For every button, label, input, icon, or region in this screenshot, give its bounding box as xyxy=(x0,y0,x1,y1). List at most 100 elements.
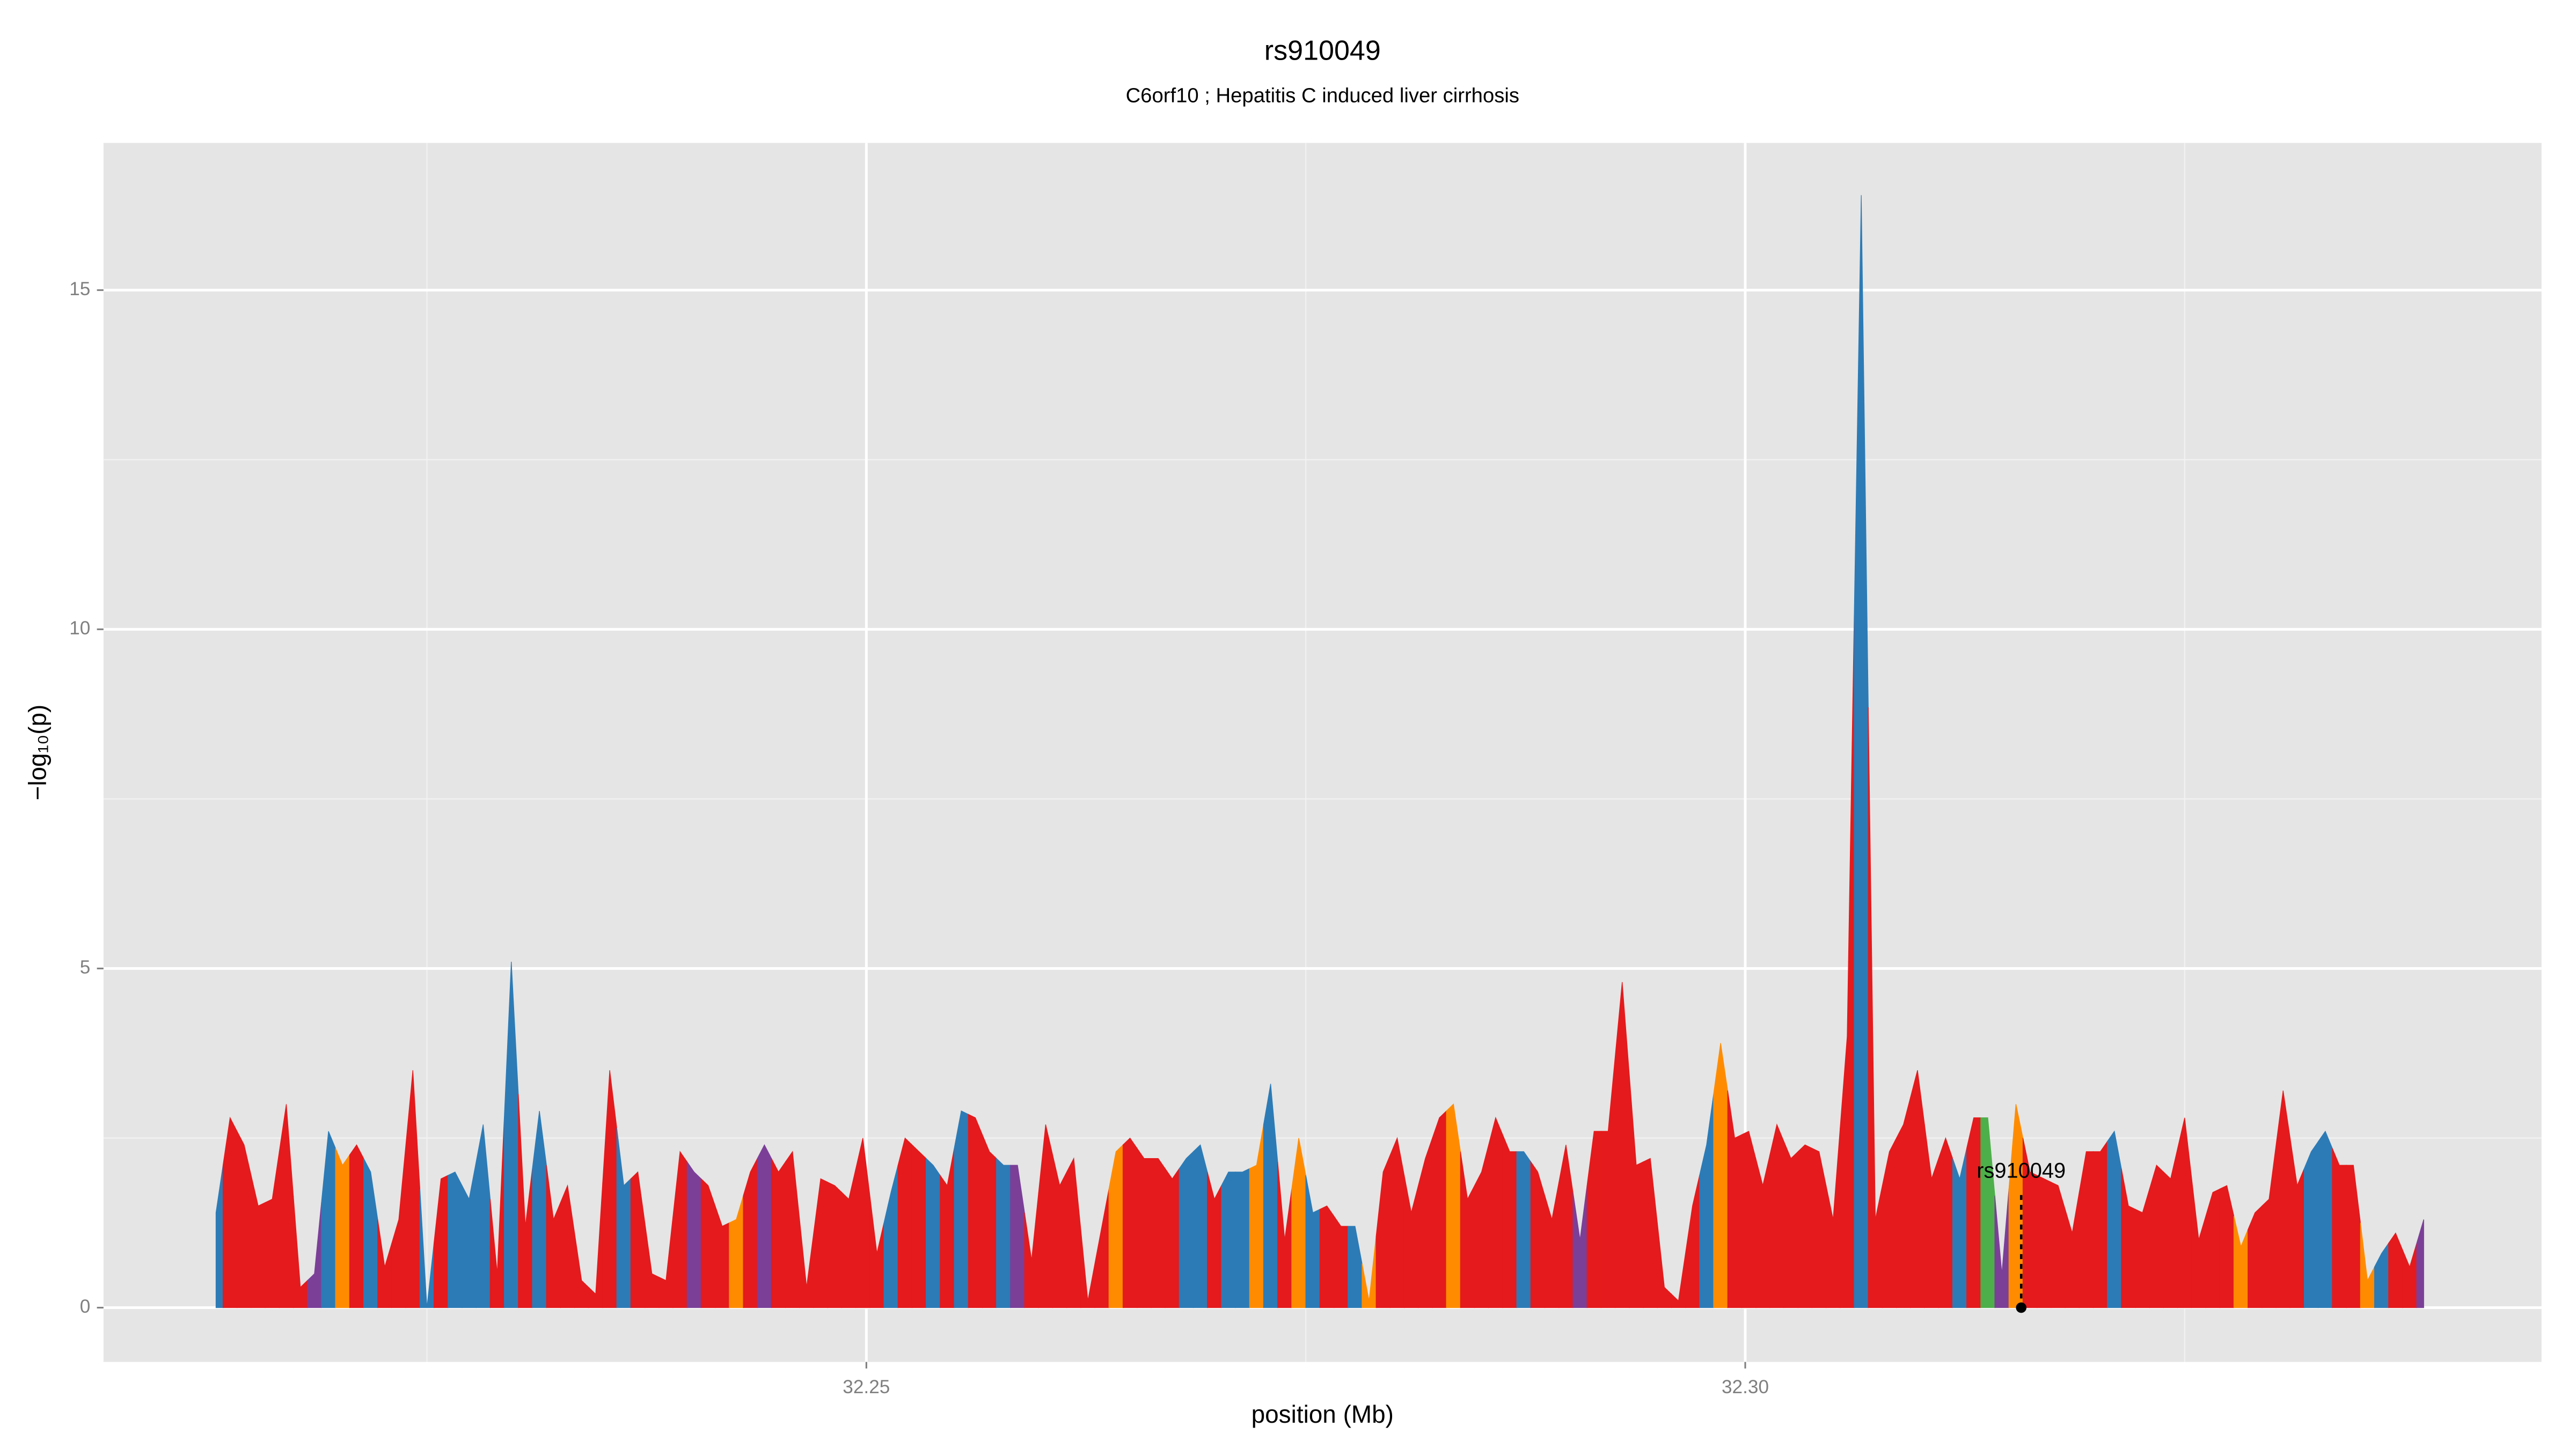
area-segment xyxy=(2149,1165,2164,1308)
area-segment xyxy=(2388,1232,2403,1308)
x-axis-label: position (Mb) xyxy=(1252,1400,1394,1428)
area-segment xyxy=(588,1182,603,1308)
area-segment xyxy=(2121,1168,2136,1308)
area-segment xyxy=(1122,1137,1138,1308)
area-segment xyxy=(757,1144,772,1308)
area-segment xyxy=(1783,1141,1798,1308)
area-segment xyxy=(489,1117,505,1308)
area-segment xyxy=(307,1202,322,1308)
area-segment xyxy=(1868,707,1883,1308)
area-segment xyxy=(321,1131,336,1308)
area-segment xyxy=(940,1148,955,1308)
area-segment xyxy=(1811,1147,1827,1308)
area-segment xyxy=(462,1161,477,1308)
y-tick-label: 5 xyxy=(80,957,91,978)
area-segment xyxy=(1375,1154,1391,1308)
area-segment xyxy=(1094,1189,1109,1308)
area-segment xyxy=(363,1158,378,1308)
area-segment xyxy=(869,1195,884,1308)
area-segment xyxy=(1727,1091,1743,1308)
area-segment xyxy=(2205,1188,2220,1308)
area-segment xyxy=(2346,1165,2361,1308)
area-segment xyxy=(1643,1158,1658,1308)
area-segment xyxy=(1572,1185,1587,1308)
area-segment xyxy=(1263,1084,1278,1308)
area-segment xyxy=(1179,1151,1194,1308)
area-segment xyxy=(645,1223,660,1308)
area-segment xyxy=(1713,1043,1728,1308)
area-segment xyxy=(377,1219,392,1308)
area-segment xyxy=(1966,1117,1981,1308)
y-tick-label: 10 xyxy=(69,618,90,639)
area-segment xyxy=(1488,1116,1503,1308)
area-segment xyxy=(1629,1073,1644,1308)
area-segment xyxy=(827,1181,843,1308)
area-segment xyxy=(1319,1205,1335,1308)
annotation-point xyxy=(2016,1302,2027,1313)
area-segment xyxy=(1896,1097,1911,1308)
area-segment xyxy=(1221,1172,1236,1308)
area-segment xyxy=(1418,1138,1433,1308)
area-segment xyxy=(1207,1172,1222,1308)
area-segment xyxy=(532,1110,547,1308)
area-segment xyxy=(1741,1131,1757,1308)
area-segment xyxy=(2360,1223,2375,1308)
area-segment xyxy=(1657,1223,1672,1308)
area-segment xyxy=(841,1168,857,1308)
area-segment xyxy=(2022,1138,2038,1308)
area-segment xyxy=(968,1114,983,1308)
area-segment xyxy=(1952,1148,1967,1308)
area-segment xyxy=(2416,1219,2424,1308)
area-segment xyxy=(1277,1161,1292,1308)
area-segment xyxy=(1151,1158,1166,1308)
area-segment xyxy=(2303,1140,2319,1308)
area-segment xyxy=(434,1175,449,1308)
area-segment xyxy=(1502,1135,1517,1308)
area-segment xyxy=(2177,1117,2192,1308)
area-segment xyxy=(616,1128,632,1308)
area-segment xyxy=(292,1196,308,1308)
area-segment xyxy=(2275,1091,2290,1308)
area-segment xyxy=(1769,1123,1784,1308)
chart-subtitle: C6orf10 ; Hepatitis C induced liver cirr… xyxy=(1126,84,1519,107)
area-segment xyxy=(2262,1145,2277,1308)
x-tick-label: 32.25 xyxy=(843,1377,890,1397)
area-segment xyxy=(1305,1175,1320,1308)
area-segment xyxy=(2065,1192,2080,1308)
area-segment xyxy=(1854,195,1869,1308)
area-segment xyxy=(1938,1137,1953,1308)
area-segment xyxy=(686,1160,702,1308)
area-segment xyxy=(982,1135,997,1308)
area-segment xyxy=(1600,1056,1616,1308)
area-segment xyxy=(1432,1110,1447,1308)
area-segment xyxy=(560,1184,575,1308)
area-segment xyxy=(2289,1138,2305,1308)
area-segment xyxy=(897,1137,913,1308)
area-segment xyxy=(1516,1151,1532,1308)
area-segment xyxy=(1052,1155,1067,1308)
area-segment xyxy=(1235,1168,1250,1308)
area-segment xyxy=(1108,1144,1124,1308)
area-segment xyxy=(1024,1192,1039,1308)
area-segment xyxy=(1333,1215,1349,1308)
area-segment xyxy=(2107,1130,2122,1308)
area-segment xyxy=(883,1165,898,1308)
area-segment xyxy=(419,1189,435,1308)
area-segment xyxy=(1699,1094,1714,1308)
area-segment xyxy=(2402,1243,2417,1308)
area-segment xyxy=(1403,1175,1419,1308)
area-segment xyxy=(2332,1148,2347,1308)
area-segment xyxy=(1348,1226,1363,1308)
area-segment xyxy=(1291,1138,1306,1308)
area-segment xyxy=(518,1094,533,1308)
area-segment xyxy=(1685,1175,1700,1308)
area-segment xyxy=(391,1145,406,1308)
area-segment xyxy=(2318,1130,2333,1308)
area-segment xyxy=(1924,1124,1939,1308)
area-segment xyxy=(1840,616,1855,1308)
area-segment xyxy=(237,1131,252,1308)
area-segment xyxy=(2374,1242,2389,1308)
area-segment xyxy=(1980,1117,1995,1308)
area-segment xyxy=(1249,1124,1264,1308)
area-segment xyxy=(855,1138,870,1308)
